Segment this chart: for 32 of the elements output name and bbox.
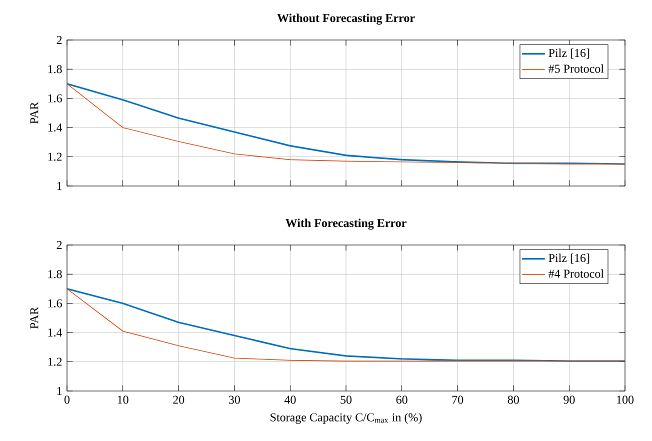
legend-label: #5 Protocol (548, 64, 604, 73)
x-tick-label: 0 (64, 396, 70, 404)
x-tick-label: 30 (228, 396, 240, 404)
legend-label: Pilz [16] (548, 48, 590, 59)
y-axis-title: PAR (30, 102, 38, 124)
y-tick-label: 1.4 (48, 328, 62, 337)
y-tick-label: 1.2 (48, 358, 62, 366)
x-axis-title: Storage Capacity C/C$_{max}$ in (%) (270, 412, 422, 424)
x-tick-label: 50 (340, 396, 352, 404)
y-tick-label: 1.8 (48, 270, 62, 278)
x-tick-label: 70 (452, 396, 464, 404)
y-tick-label: 1.6 (48, 299, 62, 308)
x-tick-label: 90 (564, 396, 575, 404)
y-tick-label: 2 (56, 241, 62, 249)
legend-label: #4 Protocol (548, 269, 604, 278)
x-tick-label: 40 (284, 396, 296, 404)
x-tick-label: 80 (508, 396, 519, 404)
y-tick-label: 1.4 (48, 124, 62, 132)
y-axis-title: PAR (30, 306, 38, 329)
y-tick-label: 1 (57, 387, 62, 395)
x-tick-label: 20 (173, 396, 184, 404)
x-tick-label: 100 (617, 396, 634, 404)
y-tick-label: 1.2 (48, 152, 62, 161)
x-tick-label: 60 (396, 396, 408, 404)
legend-label: Pilz [16] (548, 254, 590, 264)
y-tick-label: 1.6 (48, 94, 62, 102)
y-tick-label: 1 (57, 182, 62, 190)
y-tick-label: 2 (56, 36, 62, 44)
chart-title: Without Forecasting Error (277, 14, 415, 25)
y-tick-label: 1.8 (48, 65, 62, 74)
x-tick-label: 10 (118, 396, 128, 404)
chart-title: With Forecasting Error (286, 218, 406, 230)
